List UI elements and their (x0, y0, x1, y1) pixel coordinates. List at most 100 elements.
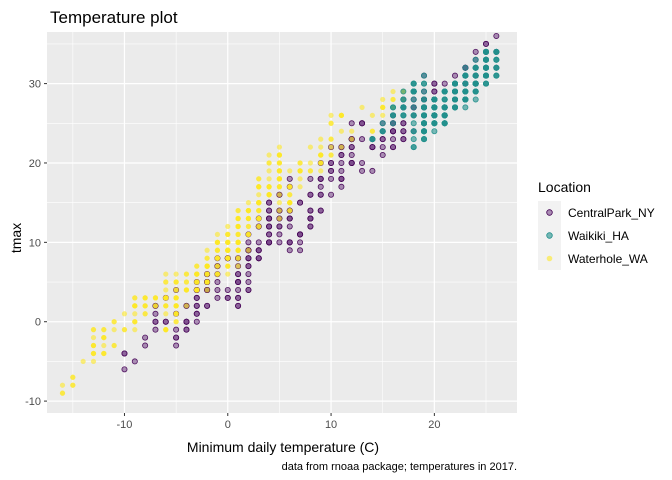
data-point (380, 137, 385, 142)
data-point (463, 81, 468, 86)
data-point (235, 287, 240, 292)
legend-symbol (547, 256, 553, 262)
data-point (174, 287, 179, 292)
data-point (277, 184, 282, 189)
x-axis-ticks: -1001020 (117, 413, 441, 431)
data-point (328, 152, 333, 157)
data-point (184, 319, 189, 324)
data-point (194, 264, 199, 269)
data-point (91, 359, 96, 364)
data-point (277, 232, 282, 237)
data-point (339, 152, 344, 157)
data-point (235, 224, 240, 229)
data-point (132, 359, 137, 364)
data-point (473, 73, 478, 78)
data-point (442, 113, 447, 118)
data-point (390, 137, 395, 142)
data-point (359, 137, 364, 142)
data-point (390, 121, 395, 126)
data-point (349, 152, 354, 157)
data-point (421, 137, 426, 142)
data-point (194, 319, 199, 324)
data-point (411, 113, 416, 118)
data-point (287, 216, 292, 221)
data-point (266, 216, 271, 221)
data-point (432, 105, 437, 110)
y-tick-label: 20 (29, 158, 41, 170)
data-point (256, 216, 261, 221)
legend-symbol (547, 233, 553, 239)
data-point (308, 208, 313, 213)
data-point (246, 224, 251, 229)
data-point (370, 113, 375, 118)
data-point (266, 168, 271, 173)
data-point (70, 383, 75, 388)
data-point (277, 200, 282, 205)
data-point (463, 73, 468, 78)
data-point (184, 303, 189, 308)
data-point (339, 176, 344, 181)
data-point (70, 375, 75, 380)
data-point (101, 343, 106, 348)
data-point (215, 240, 220, 245)
data-point (380, 129, 385, 134)
data-point (483, 73, 488, 78)
data-point (246, 264, 251, 269)
data-point (494, 57, 499, 62)
data-point (401, 105, 406, 110)
data-point (380, 152, 385, 157)
legend-label: Waterhole_WA (568, 252, 648, 266)
data-point (256, 208, 261, 213)
data-point (235, 208, 240, 213)
data-point (390, 144, 395, 149)
data-point (308, 224, 313, 229)
data-point (390, 129, 395, 134)
data-point (163, 271, 168, 276)
data-point (411, 129, 416, 134)
data-point (401, 137, 406, 142)
data-point (297, 168, 302, 173)
data-point (349, 160, 354, 165)
data-point (235, 232, 240, 237)
data-point (194, 271, 199, 276)
data-point (297, 184, 302, 189)
data-point (401, 89, 406, 94)
x-tick-label: -10 (117, 419, 133, 431)
data-point (215, 287, 220, 292)
data-point (153, 303, 158, 308)
data-point (143, 303, 148, 308)
data-point (318, 176, 323, 181)
data-point (421, 73, 426, 78)
data-point (225, 295, 230, 300)
data-point (235, 216, 240, 221)
data-point (174, 303, 179, 308)
data-point (411, 144, 416, 149)
data-point (452, 81, 457, 86)
data-point (370, 168, 375, 173)
data-point (349, 121, 354, 126)
data-point (473, 97, 478, 102)
data-point (359, 105, 364, 110)
data-point (328, 176, 333, 181)
data-point (308, 144, 313, 149)
data-point (277, 152, 282, 157)
data-point (328, 121, 333, 126)
data-point (494, 73, 499, 78)
data-point (174, 311, 179, 316)
data-point (153, 311, 158, 316)
data-point (287, 184, 292, 189)
data-point (246, 256, 251, 261)
data-point (81, 359, 86, 364)
data-point (380, 105, 385, 110)
data-point (370, 144, 375, 149)
data-point (174, 319, 179, 324)
data-point (225, 256, 230, 261)
legend-label: CentralPark_NY (568, 206, 655, 220)
data-point (483, 41, 488, 46)
data-point (390, 89, 395, 94)
x-tick-label: 20 (428, 419, 440, 431)
data-point (194, 303, 199, 308)
data-point (246, 200, 251, 205)
x-tick-label: 10 (325, 419, 337, 431)
